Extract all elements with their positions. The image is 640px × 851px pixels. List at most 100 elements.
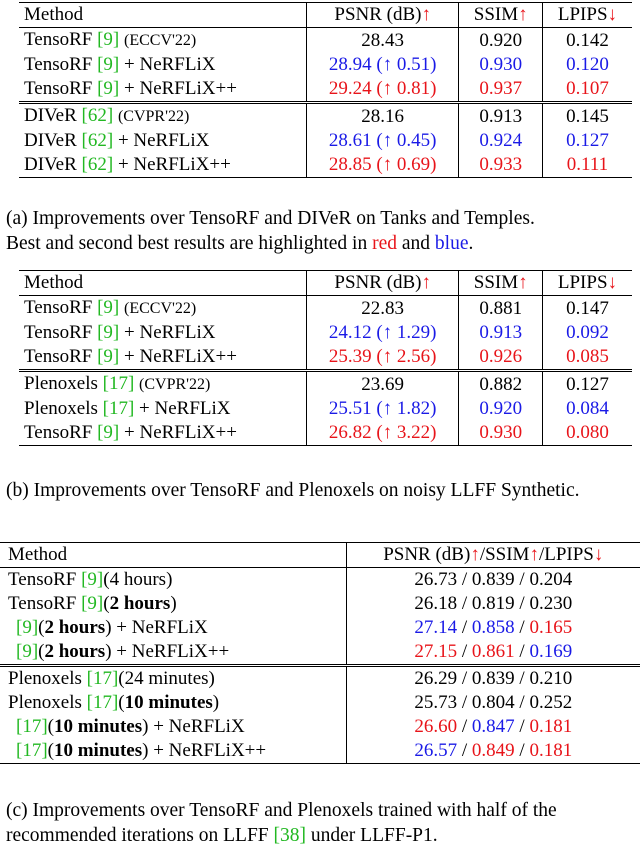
psnr-cell: 26.82 (↑ 3.22): [305, 421, 459, 446]
method-cell: Plenoxels [17](24 minutes): [0, 664, 347, 691]
metrics-cell: 26.18 / 0.819 / 0.230: [345, 592, 640, 616]
table-row: TensoRF [9] + NeRFLiX 24.12 (↑ 1.29) 0.9…: [19, 321, 632, 345]
up-arrow-icon: ↑: [470, 544, 480, 565]
psnr-cell: 28.94 (↑ 0.51): [305, 53, 459, 77]
psnr-cell: 25.39 (↑ 2.56): [305, 345, 459, 371]
table-row: [9](2 hours) + NeRFLiX 27.14 / 0.858 / 0…: [0, 616, 640, 640]
method-cell: [9](2 hours) + NeRFLiX: [16, 617, 208, 638]
citation-link[interactable]: [9]: [97, 422, 120, 443]
ssim-cell: 0.930: [458, 53, 543, 77]
citation-link[interactable]: [17]: [16, 740, 48, 761]
citation-link[interactable]: [9]: [16, 617, 39, 638]
table-b-header-row: Method PSNR (dB)↑ SSIM↑ LPIPS↓: [19, 270, 632, 296]
citation-link[interactable]: [9]: [16, 641, 39, 662]
citation-link[interactable]: [9]: [81, 569, 104, 590]
citation-link[interactable]: [9]: [97, 54, 120, 75]
metrics-cell: 26.29 / 0.839 / 0.210: [345, 664, 640, 691]
up-arrow-icon: ↑: [421, 272, 431, 293]
lpips-cell: 0.145: [541, 101, 632, 129]
table-row: Plenoxels [17] (CVPR'22) 23.69 0.882 0.1…: [19, 369, 632, 397]
up-arrow-icon: ↑: [421, 4, 431, 25]
up-arrow-icon: ↑: [518, 4, 528, 25]
ssim-cell: 0.913: [458, 101, 543, 129]
table-row: TensoRF [9](2 hours) 26.18 / 0.819 / 0.2…: [0, 592, 640, 616]
psnr-cell: 28.16: [305, 101, 459, 129]
ssim-cell: 0.913: [458, 321, 543, 345]
method-cell: Plenoxels [17] (CVPR'22): [19, 369, 307, 397]
ssim-cell: 0.920: [458, 27, 543, 53]
ssim-cell: 0.920: [458, 397, 543, 421]
lpips-cell: 0.085: [541, 345, 632, 371]
metrics-cell: 27.15 / 0.861 / 0.169: [345, 640, 640, 666]
header-psnr: PSNR (dB)↑: [305, 270, 459, 296]
header-method: Method: [19, 2, 307, 28]
method-cell: DIVeR [62] + NeRFLiX++: [19, 153, 307, 178]
citation-link[interactable]: [9]: [97, 346, 120, 367]
ssim-cell: 0.933: [458, 153, 543, 178]
method-cell: DIVeR [62] (CVPR'22): [19, 101, 307, 129]
psnr-cell: 24.12 (↑ 1.29): [305, 321, 459, 345]
table-row: [9](2 hours) + NeRFLiX++ 27.15 / 0.861 /…: [0, 640, 640, 666]
lpips-cell: 0.084: [541, 397, 632, 421]
psnr-cell: 28.43: [305, 27, 459, 53]
method-cell: TensoRF [9] + NeRFLiX++: [19, 421, 307, 446]
header-lpips: LPIPS↓: [541, 270, 632, 296]
citation-link[interactable]: [17]: [86, 692, 119, 713]
table-c-header-row: Method PSNR (dB)↑/SSIM↑/LPIPS↓: [0, 542, 640, 568]
citation-link[interactable]: [62]: [81, 105, 114, 126]
citation-link[interactable]: [17]: [102, 373, 135, 394]
table-c: Method PSNR (dB)↑/SSIM↑/LPIPS↓ TensoRF […: [0, 542, 640, 764]
table-a-header-row: Method PSNR (dB)↑ SSIM↑ LPIPS↓: [19, 2, 632, 28]
psnr-cell: 28.61 (↑ 0.45): [305, 129, 459, 153]
citation-link[interactable]: [38]: [273, 825, 307, 846]
caption-a: (a) Improvements over TensoRF and DIVeR …: [6, 208, 535, 254]
header-method: Method: [0, 542, 347, 568]
caption-c: (c) Improvements over TensoRF and Plenox…: [6, 800, 557, 846]
header-ssim: SSIM↑: [458, 270, 543, 296]
down-arrow-icon: ↓: [607, 272, 618, 293]
citation-link[interactable]: [62]: [81, 154, 114, 175]
method-cell: TensoRF [9] + NeRFLiX++: [24, 346, 237, 367]
table-row: TensoRF [9](4 hours) 26.73 / 0.839 / 0.2…: [0, 567, 640, 592]
lpips-cell: 0.080: [541, 421, 632, 446]
table-row: [17](10 minutes) + NeRFLiX++ 26.57 / 0.8…: [0, 739, 640, 764]
citation-link[interactable]: [9]: [97, 78, 120, 99]
table-row: TensoRF [9] (ECCV'22) 22.83 0.881 0.147: [19, 295, 632, 321]
citation-link[interactable]: [9]: [97, 322, 120, 343]
method-cell: DIVeR [62] + NeRFLiX: [24, 130, 210, 151]
metrics-cell: 26.73 / 0.839 / 0.204: [345, 567, 640, 592]
up-arrow-icon: ↑: [529, 544, 539, 565]
lpips-cell: 0.107: [541, 77, 632, 103]
citation-link[interactable]: [17]: [16, 716, 48, 737]
method-cell: [9](2 hours) + NeRFLiX++: [16, 641, 230, 662]
metrics-cell: 26.60 / 0.847 / 0.181: [345, 715, 640, 739]
citation-link[interactable]: [9]: [97, 297, 120, 318]
method-cell: TensoRF [9](4 hours): [8, 569, 173, 590]
method-cell: [17](10 minutes) + NeRFLiX++: [0, 739, 347, 764]
table-row: TensoRF [9] + NeRFLiX++ 25.39 (↑ 2.56) 0…: [19, 345, 632, 371]
method-cell: Plenoxels [17] + NeRFLiX: [24, 398, 231, 419]
citation-link[interactable]: [9]: [97, 29, 120, 50]
down-arrow-icon: ↓: [593, 544, 604, 565]
header-lpips: LPIPS↓: [541, 2, 632, 28]
psnr-cell: 28.85 (↑ 0.69): [305, 153, 459, 178]
header-metrics: PSNR (dB)↑/SSIM↑/LPIPS↓: [345, 542, 640, 568]
method-cell: [17](10 minutes) + NeRFLiX: [16, 716, 245, 737]
header-method: Method: [19, 270, 307, 296]
citation-link[interactable]: [17]: [102, 398, 135, 419]
lpips-cell: 0.111: [541, 153, 632, 178]
down-arrow-icon: ↓: [607, 4, 618, 25]
table-row: DIVeR [62] (CVPR'22) 28.16 0.913 0.145: [19, 101, 632, 129]
psnr-cell: 25.51 (↑ 1.82): [305, 397, 459, 421]
citation-link[interactable]: [17]: [86, 668, 119, 689]
ssim-cell: 0.930: [458, 421, 543, 446]
citation-link[interactable]: [62]: [81, 130, 114, 151]
table-a: Method PSNR (dB)↑ SSIM↑ LPIPS↓ TensoRF […: [19, 2, 632, 178]
table-row: TensoRF [9] (ECCV'22) 28.43 0.920 0.142: [19, 27, 632, 53]
citation-link[interactable]: [9]: [81, 593, 104, 614]
lpips-cell: 0.127: [541, 129, 632, 153]
table-row: TensoRF [9] + NeRFLiX 28.94 (↑ 0.51) 0.9…: [19, 53, 632, 77]
method-cell: TensoRF [9] (ECCV'22): [24, 297, 197, 318]
table-row: Plenoxels [17](10 minutes) 25.73 / 0.804…: [0, 691, 640, 715]
